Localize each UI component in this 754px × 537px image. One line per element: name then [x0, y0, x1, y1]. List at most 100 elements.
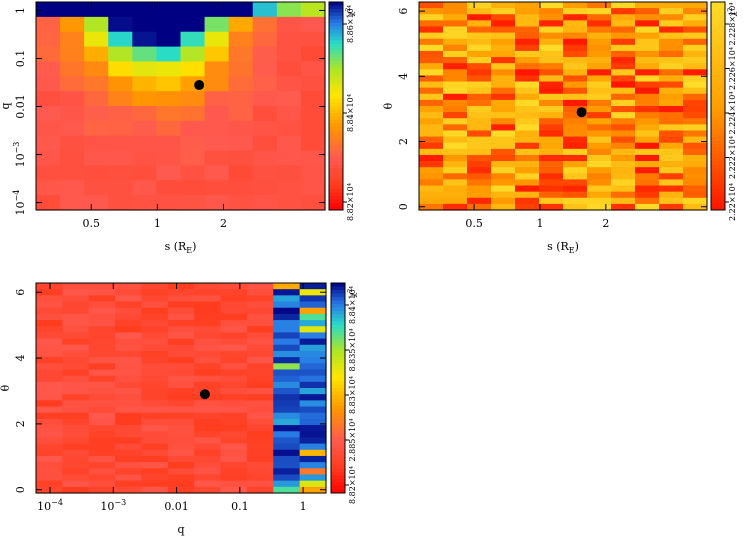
heatmap-cell	[443, 44, 468, 52]
heatmap-cell	[443, 50, 468, 58]
heatmap-cell	[84, 150, 109, 167]
heatmap-cell	[491, 197, 516, 205]
heatmap-cell	[443, 112, 468, 119]
heatmap-cell	[659, 161, 684, 168]
colorbar-segment	[711, 60, 725, 65]
heatmap-cell	[115, 344, 143, 352]
heatmap-cell	[515, 136, 540, 144]
heatmap-cell	[515, 203, 540, 211]
heatmap-cell	[204, 31, 230, 48]
heatmap-cell	[141, 301, 169, 309]
heatmap-cell	[611, 185, 636, 193]
heatmap-cell	[635, 99, 660, 107]
heatmap-cell	[228, 120, 254, 137]
colorbar-segment	[331, 384, 345, 389]
colorbar-segment	[331, 311, 345, 315]
colorbar-segment	[329, 154, 343, 159]
heatmap-cell	[443, 20, 468, 28]
colorbar-tick-label: 8.835×10⁴	[348, 329, 357, 372]
heatmap-cell	[539, 87, 564, 95]
heatmap-cell	[515, 191, 540, 199]
heatmap-cell	[419, 32, 444, 40]
heatmap-cell	[563, 124, 588, 132]
heatmap-cell	[419, 14, 444, 21]
heatmap-cell	[563, 112, 588, 119]
heatmap-cell	[194, 462, 222, 469]
heatmap-cell	[443, 8, 468, 15]
x-tick-label: 0.5	[465, 217, 483, 230]
x-axis-label: s (RE)	[547, 240, 579, 255]
colorbar-segment	[331, 482, 345, 487]
heatmap-cell	[36, 431, 63, 439]
heatmap-cell	[167, 289, 195, 296]
colorbar-segment	[329, 140, 343, 145]
heatmap-cell	[299, 394, 327, 401]
heatmap-cell	[563, 57, 588, 64]
heatmap-cell	[419, 106, 444, 113]
heatmap-cell	[443, 93, 468, 101]
heatmap-cell	[635, 173, 660, 181]
heatmap-cell	[539, 81, 564, 89]
heatmap-cell	[141, 406, 169, 414]
heatmap-cell	[194, 406, 222, 414]
colorbar-segment	[329, 147, 343, 152]
colorbar-segment	[329, 54, 343, 58]
heatmap-cell	[467, 75, 492, 83]
heatmap-cell	[60, 106, 85, 122]
heatmap-cell	[467, 161, 492, 168]
heatmap-cell	[635, 118, 660, 125]
heatmap-cell	[659, 87, 684, 95]
heatmap-cell	[36, 418, 63, 426]
heatmap-cell	[167, 468, 195, 476]
heatmap-cell	[443, 154, 468, 162]
heatmap-cell	[683, 69, 708, 77]
heatmap-cell	[167, 357, 195, 364]
heatmap-cell	[419, 124, 444, 132]
heatmap-cell	[491, 93, 516, 101]
heatmap-cell	[419, 179, 444, 187]
heatmap-cell	[587, 38, 612, 46]
heatmap-cell	[659, 203, 684, 211]
heatmap-cell	[167, 320, 195, 327]
heatmap-cell	[88, 332, 116, 340]
heatmap-cell	[419, 142, 444, 150]
heatmap-cell	[515, 130, 540, 138]
heatmap-cell	[515, 93, 540, 101]
heatmap-cell	[180, 135, 206, 152]
heatmap-cell	[88, 400, 116, 408]
colorbar-segment	[331, 363, 345, 368]
heatmap-cell	[539, 32, 564, 40]
heatmap-cell	[419, 136, 444, 144]
heatmap-cell	[491, 14, 516, 21]
colorbar-segment	[711, 95, 725, 100]
heatmap-cell	[563, 38, 588, 46]
heatmap-cell	[194, 313, 222, 321]
heatmap-cell	[515, 167, 540, 174]
heatmap-cell	[252, 180, 278, 196]
heatmap-cell	[36, 91, 61, 107]
heatmap-cell	[443, 106, 468, 113]
heatmap-cell	[635, 32, 660, 40]
heatmap-cell	[276, 2, 302, 18]
colorbar-segment	[711, 43, 725, 48]
heatmap-cell	[683, 87, 708, 95]
heatmap-cell	[683, 173, 708, 181]
heatmap-cell	[491, 142, 516, 150]
heatmap-cell	[141, 474, 169, 482]
heatmap-cell	[62, 307, 90, 315]
heatmap-cell	[563, 179, 588, 187]
colorbar-segment	[331, 328, 345, 333]
heatmap-cell	[299, 431, 327, 439]
heatmap-cell	[62, 418, 90, 426]
heatmap-cell	[167, 486, 195, 494]
heatmap-cell	[167, 307, 195, 315]
heatmap-cell	[659, 63, 684, 70]
heatmap-cell	[587, 93, 612, 101]
heatmap-cell	[115, 295, 143, 303]
colorbar-segment	[329, 47, 343, 52]
heatmap-cell	[683, 118, 708, 125]
heatmap-cell	[299, 313, 327, 321]
heatmap-cell	[539, 38, 564, 46]
heatmap-cell	[563, 14, 588, 21]
colorbar-segment	[331, 468, 345, 473]
